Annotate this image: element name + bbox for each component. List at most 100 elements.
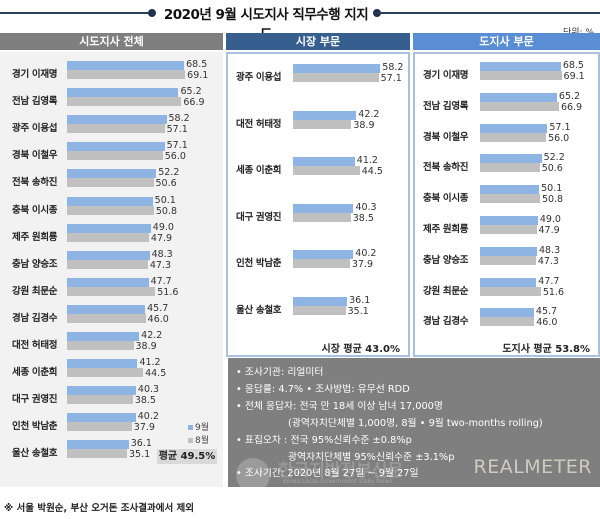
value-label-august: 44.5: [145, 368, 167, 380]
watermark-english: Korea Local-Government Daily News: [283, 478, 393, 485]
category-label: 강원 최문순: [423, 285, 469, 297]
value-label-august: 50.6: [155, 178, 177, 190]
category-label: 대구 권영진: [12, 394, 58, 406]
bar-row: 대구 권영진 40.3 38.5: [228, 202, 408, 228]
bar-august: [293, 166, 360, 175]
bar-row: 경남 김경수 45.7 46.0: [0, 303, 223, 329]
bar-august: [67, 449, 128, 459]
bar-september: [67, 304, 146, 314]
bar-august: [480, 225, 537, 234]
bar-september: [480, 92, 557, 102]
legend-swatch-aug: [188, 438, 193, 443]
category-label: 충북 이시종: [423, 193, 469, 205]
panel-province-body: 도지사 평균 53.8% 경기 이재명 68.5 69.1 전남 김영록 65.2 66.…: [413, 52, 600, 357]
bar-august: [67, 178, 154, 188]
bar-september: [67, 115, 167, 125]
value-label-august: 37.9: [133, 422, 155, 434]
watermark-logo: [236, 458, 270, 487]
category-label: 경북 이철우: [423, 131, 469, 143]
bar-august: [67, 97, 182, 107]
bar-september: [67, 359, 138, 369]
value-label-september: 57.1: [166, 140, 188, 152]
value-label-september: 45.7: [535, 306, 558, 318]
panel-all-body: 경기 이재명 68.5 69.1 전남 김영록 65.2 66.9 광주 이용섭 58.2 57…: [0, 52, 223, 487]
category-label: 경북 이철우: [12, 150, 58, 162]
value-label-august: 38.5: [134, 395, 156, 407]
bar-row: 강원 최문순 47.7 51.6: [0, 276, 223, 302]
value-label-september: 50.1: [154, 194, 176, 206]
title-rule-left: [0, 12, 150, 14]
bar-row: 전북 송하진 52.2 50.6: [415, 152, 598, 178]
province-average: 도지사 평균 53.8%: [502, 344, 590, 355]
bar-row: 제주 원희룡 49.0 47.9: [0, 222, 223, 248]
bar-august: [480, 317, 535, 327]
value-label-september: 68.5: [186, 59, 208, 70]
category-label: 전남 김영록: [12, 96, 58, 108]
value-label-september: 42.2: [141, 330, 163, 341]
bar-august: [67, 313, 146, 323]
bar-september: [480, 154, 542, 164]
category-label: 대구 권영진: [236, 211, 282, 223]
city-average: 시장 평균 43.0%: [321, 344, 400, 355]
bar-september: [67, 142, 165, 152]
bar-row: 광주 이용섭 58.2 57.1: [0, 113, 223, 139]
bar-august: [480, 163, 540, 173]
bar-august: [67, 70, 186, 79]
panel-city-header: 시장 부문: [226, 33, 410, 50]
value-label-august: 57.1: [166, 124, 188, 136]
bar-august: [480, 255, 536, 265]
category-label: 세종 이춘희: [236, 165, 282, 176]
value-label-september: 42.2: [358, 108, 380, 120]
info-line: • 전체 응답자: 전국 만 18세 이상 남녀 17,000명: [236, 401, 443, 412]
bar-row: 울산 송철호 36.1 35.1: [228, 295, 408, 321]
category-label: 전북 송하진: [12, 177, 58, 189]
value-label-august: 69.1: [187, 70, 209, 81]
bar-row: 인천 박남춘 40.2 37.9: [228, 248, 408, 274]
bar-row: 대전 허태정 42.2 38.9: [0, 330, 223, 356]
bar-september: [480, 246, 537, 256]
value-label-august: 51.6: [542, 286, 565, 298]
bar-row: 충북 이시종 50.1 50.8: [415, 183, 598, 209]
title-dot-left: [148, 9, 156, 17]
bar-row: 경북 이철우 57.1 56.0: [415, 122, 598, 148]
value-label-september: 36.1: [349, 294, 371, 306]
bar-september: [67, 250, 150, 260]
bar-august: [67, 205, 154, 215]
category-label: 광주 이용섭: [236, 72, 282, 83]
category-label: 충남 양승조: [12, 258, 58, 270]
bar-row: 경기 이재명 68.5 69.1: [415, 60, 598, 86]
value-label-september: 47.7: [538, 275, 560, 287]
category-label: 세종 이춘희: [12, 367, 58, 379]
bar-september: [480, 62, 561, 71]
value-label-september: 41.2: [139, 357, 161, 369]
bar-row: 경기 이재명 68.5 69.1: [0, 59, 223, 85]
legend-swatch-sep: [188, 425, 193, 430]
bar-row: 대구 권영진 40.3 38.5: [0, 384, 223, 410]
bar-row: 제주 원희룡 49.0 47.9: [415, 214, 598, 240]
bar-september: [67, 88, 179, 98]
value-label-august: 47.3: [537, 255, 559, 267]
value-label-september: 45.7: [147, 302, 169, 314]
watermark-korean: 한국지방정부신문: [278, 461, 404, 481]
bar-august: [67, 368, 144, 378]
value-label-september: 52.2: [543, 152, 565, 164]
bar-september: [67, 277, 149, 287]
bar-september: [480, 308, 534, 318]
value-label-august: 56.0: [548, 132, 570, 144]
category-label: 제주 원희룡: [12, 231, 58, 243]
bar-row: 전북 송하진 52.2 50.6: [0, 167, 223, 193]
value-label-september: 58.2: [168, 113, 190, 125]
bar-august: [67, 259, 148, 269]
bar-september: [67, 223, 151, 233]
info-line: • 조사기관: 리얼미터: [236, 367, 324, 378]
category-label: 강원 최문순: [12, 285, 58, 297]
category-label: 제주 원희룡: [423, 224, 469, 235]
bar-august: [67, 341, 134, 350]
legend-label-aug: 8월: [195, 436, 210, 446]
info-line: (광역자치단체별 1,000명, 8월 • 9월 two-months roll…: [288, 418, 543, 429]
value-label-september: 40.3: [137, 384, 160, 396]
info-line: • 표집오차 : 전국 95%신뢰수준 ±0.8%p: [236, 435, 412, 446]
bar-august: [480, 101, 559, 111]
value-label-september: 40.2: [355, 248, 377, 259]
panel-province-header: 도지사 부문: [413, 33, 600, 50]
